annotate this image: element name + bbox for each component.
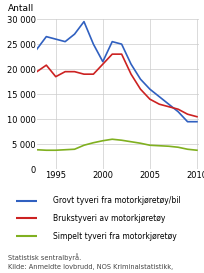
Grovt tyveri fra motorkjøretøy/bil <box>101 60 104 63</box>
Simpelt tyveri fra motorkjøretøy <box>195 149 197 152</box>
Brukstyveri av motorkjøretøy <box>92 73 94 76</box>
Grovt tyveri fra motorkjøretøy/bil <box>73 32 75 36</box>
Brukstyveri av motorkjøretøy <box>185 112 188 116</box>
Simpelt tyveri fra motorkjøretøy <box>82 144 85 147</box>
Grovt tyveri fra motorkjøretøy/bil <box>54 37 57 41</box>
Brukstyveri av motorkjøretøy <box>64 70 66 73</box>
Grovt tyveri fra motorkjøretøy/bil <box>92 43 94 46</box>
Grovt tyveri fra motorkjøretøy/bil <box>167 103 169 106</box>
Text: Simpelt tyveri fra motorkjøretøy: Simpelt tyveri fra motorkjøretøy <box>53 232 176 241</box>
Simpelt tyveri fra motorkjøretøy <box>139 142 141 145</box>
Simpelt tyveri fra motorkjøretøy <box>120 139 122 142</box>
Grovt tyveri fra motorkjøretøy/bil <box>195 120 197 123</box>
Grovt tyveri fra motorkjøretøy/bil <box>148 88 150 91</box>
Simpelt tyveri fra motorkjøretøy <box>148 144 150 147</box>
Line: Brukstyveri av motorkjøretøy: Brukstyveri av motorkjøretøy <box>37 54 196 117</box>
Grovt tyveri fra motorkjøretøy/bil <box>110 40 113 43</box>
Grovt tyveri fra motorkjøretøy/bil <box>129 63 132 66</box>
Simpelt tyveri fra motorkjøretøy <box>101 139 104 143</box>
Line: Simpelt tyveri fra motorkjøretøy: Simpelt tyveri fra motorkjøretøy <box>37 139 196 150</box>
Brukstyveri av motorkjøretøy <box>176 108 178 111</box>
Simpelt tyveri fra motorkjøretøy <box>129 140 132 143</box>
Text: Statistisk sentralbyrå.: Statistisk sentralbyrå. <box>8 253 81 261</box>
Grovt tyveri fra motorkjøretøy/bil <box>64 40 66 43</box>
Text: Antall: Antall <box>8 4 34 13</box>
Brukstyveri av motorkjøretøy <box>139 88 141 91</box>
Brukstyveri av motorkjøretøy <box>35 70 38 73</box>
Brukstyveri av motorkjøretøy <box>195 115 197 118</box>
Grovt tyveri fra motorkjøretøy/bil <box>185 120 188 123</box>
Brukstyveri av motorkjøretøy <box>157 103 160 106</box>
Brukstyveri av motorkjøretøy <box>82 73 85 76</box>
Brukstyveri av motorkjøretøy <box>148 97 150 101</box>
Grovt tyveri fra motorkjøretøy/bil <box>157 95 160 98</box>
Grovt tyveri fra motorkjøretøy/bil <box>82 20 85 23</box>
Simpelt tyveri fra motorkjøretøy <box>45 149 47 152</box>
Grovt tyveri fra motorkjøretøy/bil <box>176 110 178 113</box>
Simpelt tyveri fra motorkjøretøy <box>157 144 160 147</box>
Text: Kilde: Anmeldte lovbrudd, NOS Kriminalstatistikk,: Kilde: Anmeldte lovbrudd, NOS Kriminalst… <box>8 264 172 270</box>
Grovt tyveri fra motorkjøretøy/bil <box>35 48 38 51</box>
Simpelt tyveri fra motorkjøretøy <box>54 149 57 152</box>
Simpelt tyveri fra motorkjøretøy <box>73 148 75 151</box>
Simpelt tyveri fra motorkjøretøy <box>185 148 188 151</box>
Brukstyveri av motorkjøretøy <box>120 52 122 56</box>
Brukstyveri av motorkjøretøy <box>110 52 113 56</box>
Brukstyveri av motorkjøretøy <box>73 70 75 73</box>
Brukstyveri av motorkjøretøy <box>45 64 47 67</box>
Grovt tyveri fra motorkjøretøy/bil <box>139 78 141 81</box>
Simpelt tyveri fra motorkjøretøy <box>176 146 178 149</box>
Brukstyveri av motorkjøretøy <box>129 73 132 76</box>
Text: Brukstyveri av motorkjøretøy: Brukstyveri av motorkjøretøy <box>53 214 165 223</box>
Grovt tyveri fra motorkjøretøy/bil <box>120 43 122 46</box>
Simpelt tyveri fra motorkjøretøy <box>35 148 38 151</box>
Brukstyveri av motorkjøretøy <box>167 105 169 108</box>
Simpelt tyveri fra motorkjøretøy <box>167 145 169 148</box>
Brukstyveri av motorkjøretøy <box>54 75 57 78</box>
Simpelt tyveri fra motorkjøretøy <box>110 138 113 141</box>
Text: Grovt tyveri fra motorkjøretøy/bil: Grovt tyveri fra motorkjøretøy/bil <box>53 196 180 205</box>
Grovt tyveri fra motorkjøretøy/bil <box>45 35 47 38</box>
Simpelt tyveri fra motorkjøretøy <box>64 148 66 151</box>
Line: Grovt tyveri fra motorkjøretøy/bil: Grovt tyveri fra motorkjøretøy/bil <box>37 22 196 122</box>
Brukstyveri av motorkjøretøy <box>101 63 104 66</box>
Simpelt tyveri fra motorkjøretøy <box>92 141 94 144</box>
